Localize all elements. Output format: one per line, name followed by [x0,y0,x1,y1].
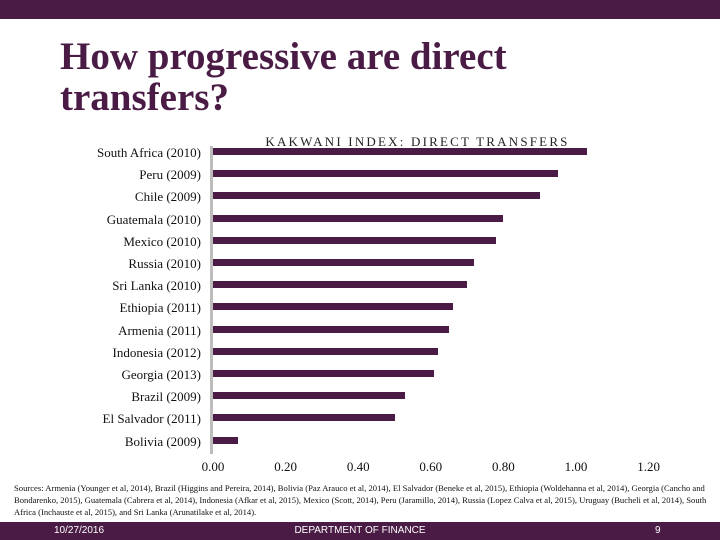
bar-row: Ethiopia (2011) [0,296,720,318]
bar-label: El Salvador (2011) [102,411,201,427]
bar-row: Mexico (2010) [0,230,720,252]
bar-label: Russia (2010) [128,256,201,271]
bar-label: Indonesia (2012) [112,344,201,360]
bar [213,259,475,266]
x-tick-label: 0.20 [274,459,297,474]
bar [213,392,406,400]
x-tick-label: 0.60 [419,459,443,474]
footer-department: DEPARTMENT OF FINANCE [294,525,426,536]
bar-row: El Salvador (2011) [0,407,720,429]
chart-title: KAKWANI INDEX: DIRECT TRANSFERS [265,134,570,149]
bar-label: Chile (2009) [134,189,201,205]
bar-row: Armenia (2011) [0,319,720,341]
footer-date: 10/27/2016 [54,525,105,536]
bar-label: Peru (2009) [139,167,201,183]
bar [213,192,540,200]
bar [213,436,239,444]
slide-title: How progressive are direct transfers? [60,35,507,119]
bar-label: South Africa (2010) [97,145,201,160]
bar-row: Sri Lanka (2010) [0,274,720,296]
sources-note: Sources: Armenia (Younger et al, 2014), … [14,483,707,517]
bar-row: South Africa (2010) [0,141,720,163]
bar [213,281,468,289]
x-tick-label: 0.80 [492,459,515,474]
x-tick-label: 0.40 [346,459,370,474]
bar [213,170,558,178]
bar-row: Indonesia (2012) [0,341,720,363]
bar [213,325,449,333]
bar-row: Peru (2009) [0,163,720,185]
bar-row: Bolivia (2009) [0,430,720,452]
x-tick-label: 1.00 [564,459,588,474]
bar-row: Guatemala (2010) [0,208,720,230]
bar-label: Ethiopia (2011) [119,300,201,316]
bar [213,236,497,244]
y-axis-line [210,146,213,454]
bar [213,214,504,222]
bar-label: Brazil (2009) [131,389,201,405]
bar-row: Brazil (2009) [0,385,720,407]
bar-row: Russia (2010) [0,252,720,274]
top-accent-bar [0,0,720,19]
bar-label: Guatemala (2010) [106,211,201,227]
bar-label: Georgia (2013) [121,367,201,382]
bar-row: Georgia (2013) [0,363,720,385]
bar-label: Bolivia (2009) [124,433,201,449]
bar-label: Armenia (2011) [118,322,201,338]
footer-bar: 10/27/2016 DEPARTMENT OF FINANCE 9 [0,522,720,540]
bar [213,414,395,422]
x-tick-label: 0.00 [201,459,225,474]
bar [213,303,453,311]
bar [213,148,587,155]
bar [213,370,435,377]
bar-label: Mexico (2010) [123,233,201,249]
x-tick-label: 1.20 [637,459,660,474]
bar [213,347,439,355]
bar-label: Sri Lanka (2010) [112,278,201,294]
bar-row: Chile (2009) [0,185,720,207]
page-number: 9 [655,525,661,536]
